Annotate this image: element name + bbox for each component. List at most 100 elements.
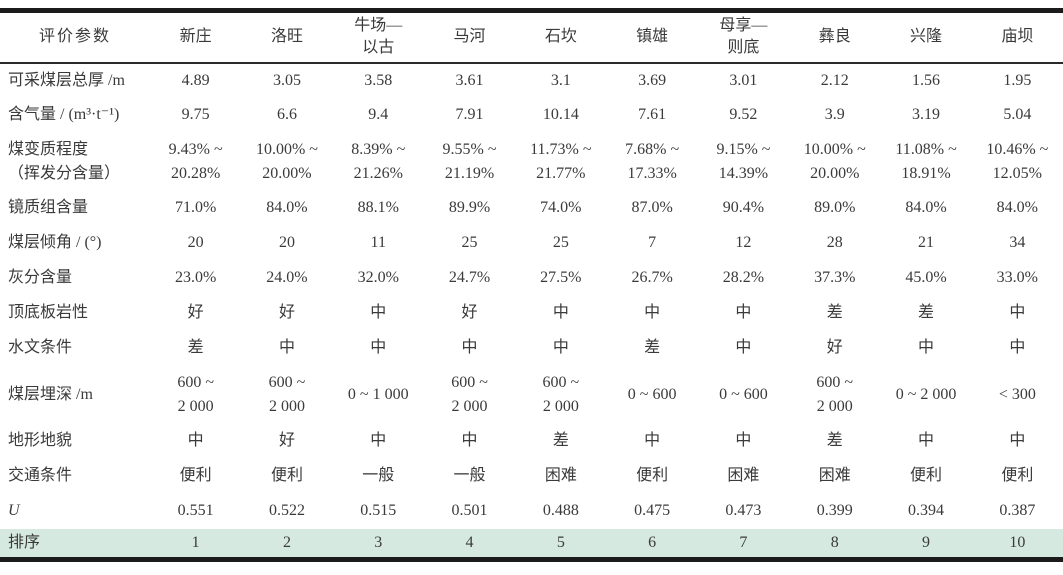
table-cell: 25 (552, 234, 569, 251)
table-cell: 便利 (636, 467, 669, 484)
page: 评价参数 新庄 洛旺 牛场— 以古 马河 石坎 镇雄 母享— 则底 彝良 兴隆 庙坝 可采煤层总厚… (0, 8, 1063, 562)
table-cell: 6.6 (276, 106, 297, 123)
table-cell: 9.43% ~ 20.28% (168, 140, 223, 182)
table-row: 灰分含量 23.0% 24.0% 32.0% 24.7% 27.5% 26.7% 28.2% 3… (0, 261, 1063, 296)
table-cell: 24.7% (448, 269, 491, 286)
table-cell: 困难 (544, 467, 577, 484)
table-cell: 0.399 (816, 502, 853, 519)
table-cell: 3.9 (824, 106, 845, 123)
table-cell: 好 (278, 304, 295, 321)
table-cell: 3 (374, 533, 383, 551)
table-cell: 3.69 (638, 71, 667, 89)
table-cell: 9.55% ~ 21.19% (442, 140, 497, 182)
table-cell: 12 (735, 234, 752, 251)
row-label: 可采煤层总厚 /m (8, 71, 125, 89)
table-cell: 便利 (179, 467, 212, 484)
table-cell: 差 (826, 304, 843, 321)
table-cell: 好 (187, 304, 204, 321)
table-cell: 好 (826, 339, 843, 356)
table-cell: 20 (278, 234, 295, 251)
table-cell: 74.0% (540, 199, 582, 216)
table-cell: 中 (552, 304, 569, 321)
table-cell: 3.01 (729, 71, 758, 89)
row-label: 煤层倾角 / (°) (8, 234, 102, 251)
row-label: 顶底板岩性 (8, 304, 89, 321)
table-cell: 26.7% (631, 269, 673, 286)
table-cell: 中 (370, 304, 387, 321)
table-cell: 3.61 (455, 71, 484, 89)
table-cell: 中 (735, 432, 752, 449)
table-row: 含气量 / (m³·t⁻¹) 9.75 6.6 9.4 7.91 10.14 7.61 9.5… (0, 98, 1063, 133)
table-cell: 87.0% (631, 199, 673, 216)
table-row: 水文条件 差 中 中 中 中 差 中 好 中 中 (0, 331, 1063, 366)
table-cell: 困难 (818, 467, 851, 484)
row-label: 镜质组含量 (8, 199, 89, 216)
table-cell: 7 (648, 234, 657, 251)
table-cell: 600 ~ 2 000 (177, 373, 214, 415)
table-row: 地形地貌 中 好 中 中 差 中 中 差 中 中 (0, 424, 1063, 459)
table-cell: 10.46% ~ 12.05% (986, 140, 1049, 182)
table-cell: 9.52 (729, 106, 758, 123)
table-cell: 10.00% ~ 20.00% (255, 140, 318, 182)
table-cell: 一般 (362, 467, 395, 484)
evaluation-table: 评价参数 新庄 洛旺 牛场— 以古 马河 石坎 镇雄 母享— 则底 彝良 兴隆 庙坝 可采煤层总厚… (0, 8, 1063, 562)
table-cell: 差 (918, 304, 935, 321)
table-cell: 37.3% (814, 269, 856, 286)
table-cell: < 300 (998, 385, 1036, 403)
table-row: 顶底板岩性 好 好 中 好 中 中 中 差 差 中 (0, 296, 1063, 331)
table-cell: 1.56 (912, 71, 941, 89)
table-cell: 84.0% (996, 199, 1038, 216)
table-row: 可采煤层总厚 /m 4.89 3.05 3.58 3.61 3.1 3.69 3.01 2.12… (0, 63, 1063, 98)
table-cell: 便利 (1001, 467, 1034, 484)
column-header: 洛旺 (241, 10, 333, 64)
table-cell: 23.0% (174, 269, 217, 286)
table-cell: 28.2% (722, 269, 765, 286)
row-label: 煤层埋深 /m (8, 385, 93, 403)
table-cell: 90.4% (722, 199, 765, 216)
table-cell: 3.19 (912, 106, 941, 123)
column-header: 马河 (423, 10, 516, 64)
table-row: 煤层埋深 /m 600 ~ 2 000 600 ~ 2 000 0 ~ 1 000 60… (0, 366, 1063, 424)
column-header: 彝良 (789, 10, 881, 64)
table-cell: 0.488 (542, 502, 579, 519)
table-cell: 便利 (910, 467, 943, 484)
table-cell: 好 (461, 304, 478, 321)
table-cell: 5 (556, 533, 565, 551)
table-cell: 7.61 (638, 106, 667, 123)
table-cell: 7 (739, 533, 748, 551)
table-cell: 0.387 (999, 502, 1036, 519)
table-cell: 5.04 (1003, 106, 1032, 123)
table-header: 评价参数 新庄 洛旺 牛场— 以古 马河 石坎 镇雄 母享— 则底 彝良 兴隆 庙坝 (0, 10, 1063, 64)
table-row: 煤层倾角 / (°) 20 20 11 25 25 7 12 28 21 34 (0, 226, 1063, 261)
table-cell: 89.0% (814, 199, 856, 216)
table-cell: 一般 (453, 467, 486, 484)
table-cell: 0 ~ 1 000 (347, 385, 409, 403)
table-cell: 差 (644, 339, 661, 356)
table-cell: 32.0% (357, 269, 399, 286)
table-cell: 7.91 (455, 106, 484, 123)
table-cell: 600 ~ 2 000 (542, 373, 580, 415)
row-label: 地形地貌 (8, 432, 73, 449)
column-header-param: 评价参数 (0, 10, 150, 64)
table-cell: 89.9% (448, 199, 491, 216)
column-header: 镇雄 (606, 10, 698, 64)
column-header: 庙坝 (971, 10, 1063, 64)
table-cell: 中 (1009, 432, 1026, 449)
table-cell: 8.39% ~ 21.26% (351, 140, 406, 182)
table-cell: 84.0% (905, 199, 947, 216)
table-cell: 中 (918, 432, 935, 449)
table-cell: 27.5% (540, 269, 582, 286)
table-cell: 3.1 (550, 71, 571, 89)
table-cell: 中 (1009, 339, 1026, 356)
table-cell: 0.551 (177, 502, 214, 519)
table-cell: 25 (461, 234, 478, 251)
table-cell: 中 (187, 432, 204, 449)
table-cell: 中 (461, 432, 478, 449)
table-cell: 中 (552, 339, 569, 356)
table-cell: 7.68% ~ 17.33% (625, 140, 680, 182)
table-cell: 34 (1009, 234, 1026, 251)
table-row: 镜质组含量 71.0% 84.0% 88.1% 89.9% 74.0% 87.0% 90.4%… (0, 191, 1063, 226)
row-label: 含气量 / (m³·t⁻¹) (8, 106, 120, 123)
column-header: 兴隆 (880, 10, 972, 64)
table-cell: 45.0% (905, 269, 947, 286)
